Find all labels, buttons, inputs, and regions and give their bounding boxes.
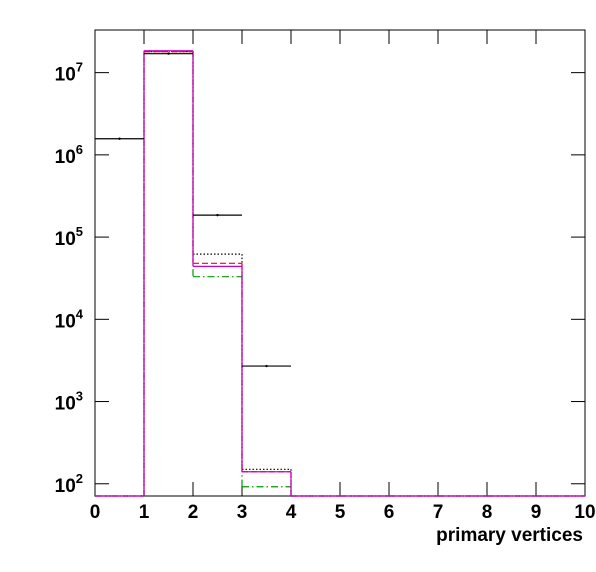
y-tick-label: 106	[55, 142, 83, 168]
y-tick-base: 10	[55, 147, 76, 168]
x-axis-title: primary vertices	[436, 525, 583, 546]
y-tick-exponent: 6	[76, 142, 83, 157]
x-tick-label: 10	[574, 502, 595, 523]
x-tick-label: 7	[433, 502, 444, 523]
y-tick-exponent: 7	[76, 60, 83, 75]
x-tick-label: 0	[90, 502, 101, 523]
data-point-marker	[216, 213, 219, 217]
y-tick-base: 10	[55, 394, 76, 415]
y-tick-base: 10	[55, 65, 76, 86]
y-tick-base: 10	[55, 311, 76, 332]
x-tick-label: 8	[482, 502, 493, 523]
y-tick-label: 105	[55, 224, 83, 250]
y-tick-base: 10	[55, 229, 76, 250]
x-tick-label: 4	[286, 502, 297, 523]
data-point-marker	[118, 137, 121, 140]
plot-frame	[94, 29, 586, 497]
y-tick-label: 104	[55, 306, 84, 332]
y-tick-exponent: 5	[76, 224, 83, 239]
y-tick-label: 102	[55, 471, 83, 497]
y-tick-exponent: 3	[76, 389, 83, 404]
y-tick-base: 10	[55, 476, 76, 497]
x-tick-label: 2	[188, 502, 199, 523]
y-tick-exponent: 2	[76, 471, 83, 486]
data-point-marker	[265, 364, 268, 368]
y-tick-label: 107	[55, 60, 83, 86]
x-tick-label: 9	[531, 502, 542, 523]
data-point-marker	[167, 52, 170, 55]
x-tick-label: 6	[384, 502, 395, 523]
y-tick-exponent: 4	[76, 306, 84, 321]
x-tick-label: 1	[139, 502, 150, 523]
y-tick-label: 103	[55, 389, 83, 415]
x-tick-label: 5	[335, 502, 346, 523]
x-tick-label: 3	[237, 502, 248, 523]
